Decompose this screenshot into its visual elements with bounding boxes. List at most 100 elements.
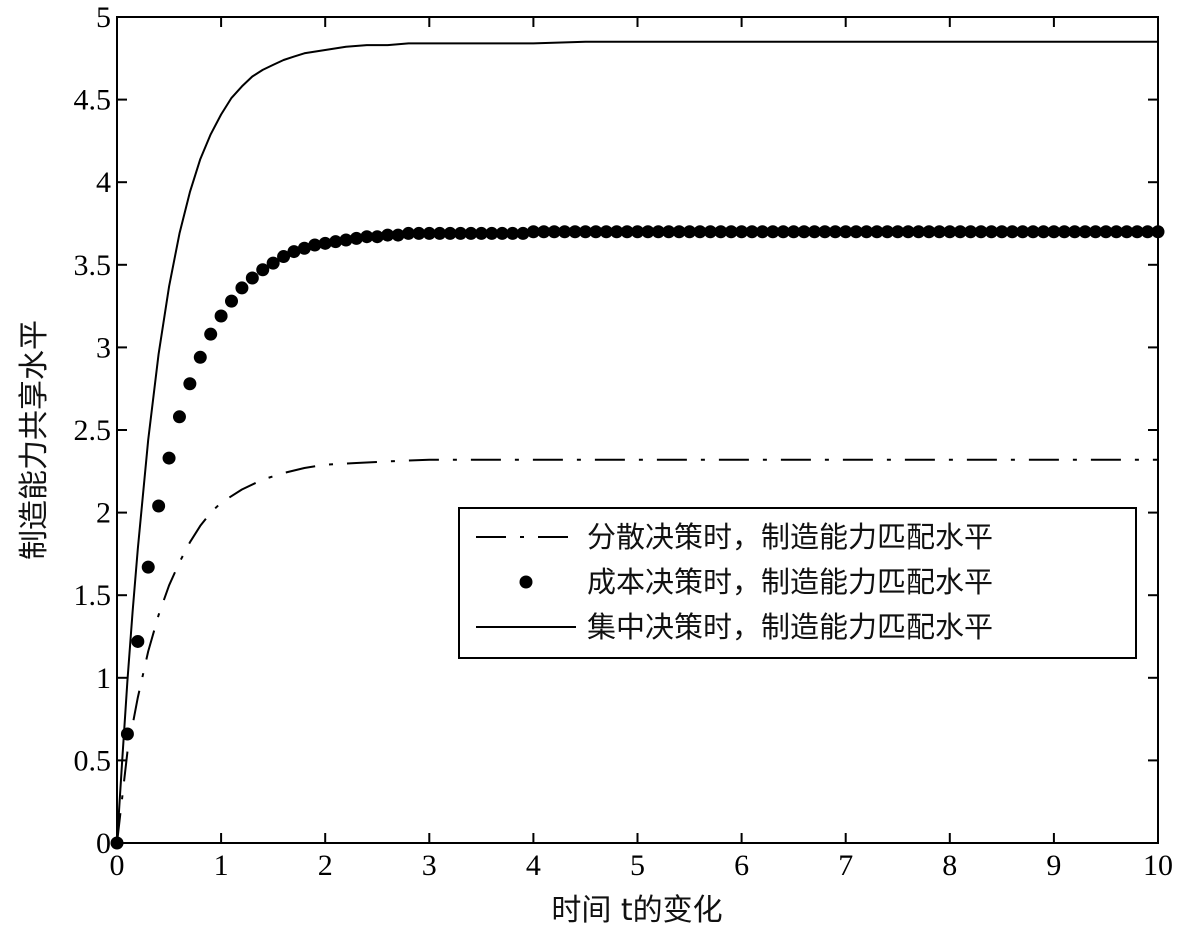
data-point (839, 225, 853, 239)
data-point (1057, 225, 1071, 239)
y-tick-label: 2.5 (74, 414, 112, 447)
data-point (714, 225, 728, 239)
data-point (360, 230, 374, 244)
data-point (506, 226, 520, 240)
data-point (1068, 225, 1082, 239)
data-point (662, 225, 676, 239)
data-point (537, 225, 551, 239)
data-point (349, 231, 363, 245)
data-point (141, 560, 155, 574)
legend-entry-cost: 成本决策时，制造能力匹配水平 (519, 565, 993, 599)
data-point (870, 225, 884, 239)
data-point (891, 225, 905, 239)
data-point (526, 225, 540, 239)
legend-label: 分散决策时，制造能力匹配水平 (587, 520, 993, 554)
data-point (1130, 225, 1144, 239)
data-point (1089, 225, 1103, 239)
y-tick-label: 3 (96, 331, 111, 364)
data-point (620, 225, 634, 239)
y-tick-label: 3.5 (74, 249, 112, 282)
data-point (599, 225, 613, 239)
y-tick-label: 4 (96, 166, 111, 199)
axis-ticks (116, 16, 1159, 844)
data-point (152, 499, 166, 513)
data-point (984, 225, 998, 239)
data-point (589, 225, 603, 239)
data-point (474, 226, 488, 240)
data-point (308, 238, 322, 252)
data-point (953, 225, 967, 239)
data-point (776, 225, 790, 239)
data-point (683, 225, 697, 239)
legend-label: 成本决策时，制造能力匹配水平 (587, 565, 993, 599)
data-point (1016, 225, 1030, 239)
data-point (329, 235, 343, 249)
legend-swatch-marker (519, 575, 533, 589)
x-tick-label: 3 (422, 849, 437, 882)
data-point (849, 225, 863, 239)
data-point (964, 225, 978, 239)
data-point (245, 271, 259, 285)
data-point (391, 228, 405, 242)
data-point (558, 225, 572, 239)
data-point (1005, 225, 1019, 239)
data-point (516, 226, 530, 240)
data-point (183, 377, 197, 391)
data-point (745, 225, 759, 239)
data-point (277, 250, 291, 264)
legend-entry-decentralized: 分散决策时，制造能力匹配水平 (476, 520, 993, 554)
data-point (651, 225, 665, 239)
data-point (974, 225, 988, 239)
data-point (901, 225, 915, 239)
data-point (495, 226, 509, 240)
data-point (828, 225, 842, 239)
data-point (172, 410, 186, 424)
data-point (995, 225, 1009, 239)
data-point (1120, 225, 1134, 239)
data-point (797, 225, 811, 239)
x-tick-label: 2 (318, 849, 333, 882)
data-point (318, 236, 332, 250)
x-tick-label: 7 (838, 849, 853, 882)
data-point (204, 327, 218, 341)
x-tick-label: 0 (110, 849, 125, 882)
x-axis-label: 时间 t的变化 (551, 893, 722, 928)
data-point (1036, 225, 1050, 239)
data-point (464, 226, 478, 240)
legend-box (458, 507, 1137, 659)
data-point (807, 225, 821, 239)
data-point (412, 226, 426, 240)
data-point (787, 225, 801, 239)
data-point (755, 225, 769, 239)
data-point (193, 350, 207, 364)
data-point (568, 225, 582, 239)
data-point (703, 225, 717, 239)
data-point (339, 233, 353, 247)
data-point (287, 245, 301, 259)
data-point (547, 225, 561, 239)
legend-entry-centralized: 集中决策时，制造能力匹配水平 (476, 610, 993, 644)
data-point (724, 225, 738, 239)
x-tick-label: 6 (734, 849, 749, 882)
series-2 (116, 40, 1158, 844)
y-tick-label: 0 (96, 827, 111, 860)
axis-tick-labels: 0 1 2 3 4 5 6 7 8 9 10 0 0.5 1 1.5 2 2.5 3 3.5 4 4.5 5 (74, 1, 1174, 882)
data-point (943, 225, 957, 239)
data-point (766, 225, 780, 239)
legend-label: 集中决策时，制造能力匹配水平 (587, 610, 993, 644)
data-point (631, 225, 644, 239)
y-tick-label: 2 (96, 497, 111, 530)
data-point (922, 225, 936, 239)
x-tick-label: 8 (942, 849, 957, 882)
data-point (1026, 225, 1040, 239)
data-point (297, 241, 311, 255)
x-tick-label: 10 (1143, 849, 1173, 882)
data-point (433, 226, 447, 240)
series-1 (110, 225, 1165, 850)
data-point (1099, 225, 1113, 239)
data-point (443, 226, 457, 240)
y-tick-label: 1 (96, 662, 111, 695)
data-point (266, 256, 280, 270)
data-point (880, 225, 894, 239)
